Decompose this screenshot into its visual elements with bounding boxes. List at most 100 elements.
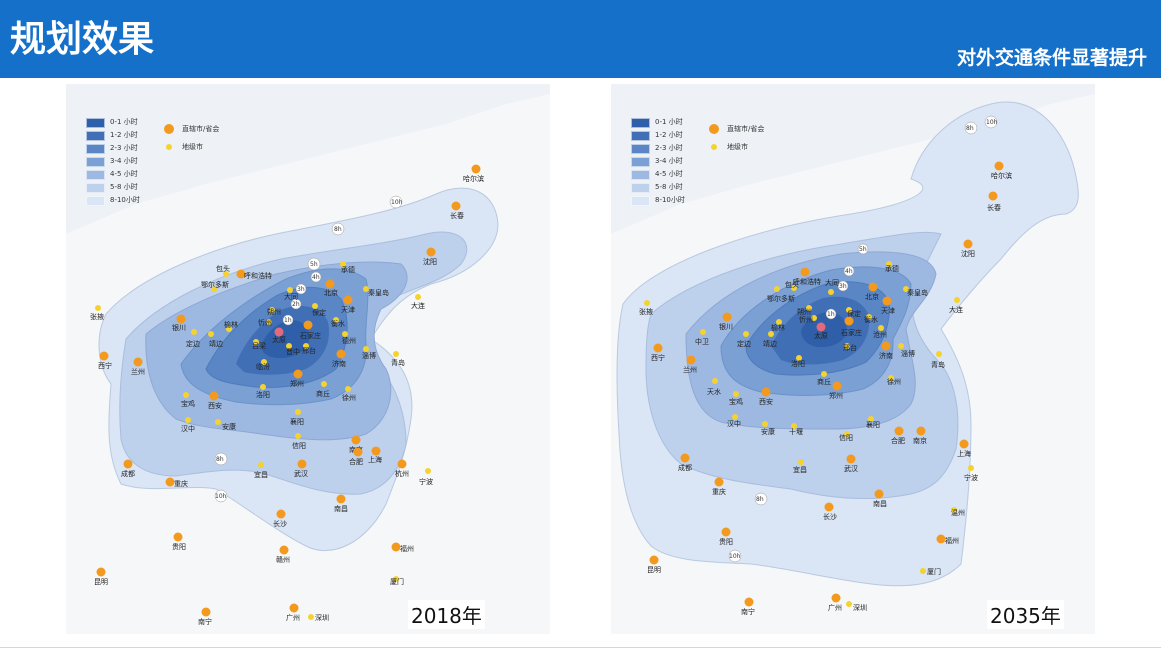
svg-text:银川: 银川: [719, 322, 733, 331]
svg-text:宝鸡: 宝鸡: [181, 399, 195, 408]
svg-text:银川: 银川: [172, 323, 186, 332]
legend-zone-label: 1-2 小时: [655, 131, 683, 139]
svg-text:靖边: 靖边: [763, 339, 777, 348]
svg-text:张掖: 张掖: [90, 312, 104, 321]
svg-text:郑州: 郑州: [290, 380, 304, 388]
legend-zone-label: 5-8 小时: [655, 183, 683, 191]
map-2035: 10h 8h 5h 4h 3h 1h 8h 10h 哈尔滨 长春 沈阳 呼和浩特…: [611, 84, 1095, 634]
svg-text:福州: 福州: [400, 544, 414, 553]
svg-text:吕梁: 吕梁: [252, 341, 266, 350]
svg-text:秦皇岛: 秦皇岛: [368, 288, 389, 297]
svg-text:西宁: 西宁: [651, 353, 665, 362]
page-title: 规划效果: [10, 19, 155, 60]
svg-text:西安: 西安: [208, 401, 222, 410]
svg-text:郑州: 郑州: [829, 392, 843, 400]
svg-text:哈尔滨: 哈尔滨: [463, 174, 484, 183]
svg-text:淄博: 淄博: [901, 349, 915, 358]
legend-zone-label: 2-3 小时: [110, 144, 138, 152]
prefecture-city-icon: [166, 144, 172, 150]
svg-text:榆林: 榆林: [771, 323, 785, 332]
svg-text:天津: 天津: [881, 307, 895, 315]
svg-text:温州: 温州: [951, 508, 965, 517]
svg-text:5h: 5h: [859, 246, 867, 253]
svg-text:哈尔滨: 哈尔滨: [991, 171, 1012, 180]
svg-text:鄂尔多斯: 鄂尔多斯: [767, 294, 795, 303]
svg-text:厦门: 厦门: [390, 577, 404, 586]
page-subtitle: 对外交通条件显著提升: [956, 47, 1147, 69]
svg-text:呼和浩特: 呼和浩特: [244, 271, 272, 280]
svg-text:保定: 保定: [312, 308, 326, 317]
svg-text:忻州: 忻州: [799, 315, 813, 324]
svg-text:沈阳: 沈阳: [423, 257, 437, 266]
svg-text:保定: 保定: [847, 309, 861, 318]
svg-text:宜昌: 宜昌: [254, 470, 268, 479]
legend-zones: 0-1 小时 1-2 小时 2-3 小时 3-4 小时 4-5 小时 5-8 小…: [631, 116, 685, 207]
svg-text:北京: 北京: [324, 288, 338, 297]
svg-text:大同: 大同: [284, 292, 298, 301]
svg-text:西安: 西安: [759, 397, 773, 406]
svg-text:太原: 太原: [814, 331, 828, 340]
svg-text:靖边: 靖边: [209, 339, 223, 348]
svg-text:德州: 德州: [342, 336, 356, 345]
svg-text:3h: 3h: [839, 283, 847, 290]
svg-text:广州: 广州: [828, 603, 842, 612]
svg-text:昆明: 昆明: [94, 578, 108, 586]
svg-text:昆明: 昆明: [647, 566, 661, 574]
svg-text:信阳: 信阳: [839, 433, 853, 442]
svg-text:南京: 南京: [913, 436, 927, 445]
legend-zone-label: 8-10小时: [110, 196, 140, 204]
svg-text:临汾: 临汾: [256, 362, 270, 371]
zone-0-1h: [261, 320, 310, 358]
svg-text:汉中: 汉中: [181, 424, 195, 433]
svg-text:合肥: 合肥: [891, 436, 905, 445]
svg-text:南昌: 南昌: [334, 504, 348, 513]
svg-text:上海: 上海: [957, 449, 971, 458]
major-cities: 哈尔滨 长春 沈阳 呼和浩特 北京 天津 太原 石家庄 济南 郑州 西安 银川 …: [94, 164, 484, 626]
svg-text:襄阳: 襄阳: [290, 417, 304, 426]
svg-text:安康: 安康: [222, 422, 236, 431]
svg-text:邢台: 邢台: [843, 343, 857, 352]
major-cities: 哈尔滨 长春 沈阳 呼和浩特 北京 天津 太原 石家庄 济南 郑州 西安 银川 …: [647, 161, 1012, 616]
svg-text:成都: 成都: [121, 469, 135, 478]
svg-text:10h: 10h: [391, 199, 403, 206]
prefecture-cities: 大连 包头 鄂尔多斯 榆林 秦皇岛 承德 大同 朔州 忻州 晋中 吕梁 临汾 邢…: [90, 261, 433, 622]
svg-text:赣州: 赣州: [276, 555, 290, 564]
contour-labels: 10h 8h 5h 4h 3h 2h 1h 8h 10h: [214, 195, 403, 503]
svg-text:大连: 大连: [949, 305, 963, 314]
svg-text:3h: 3h: [297, 286, 305, 293]
svg-text:太原: 太原: [272, 335, 286, 344]
svg-text:8h: 8h: [216, 456, 224, 463]
legend-zone-label: 0-1 小时: [110, 118, 138, 126]
legend-zone-label: 3-4 小时: [110, 157, 138, 165]
svg-text:衡水: 衡水: [864, 315, 878, 324]
svg-text:长春: 长春: [450, 211, 464, 220]
year-label-2018: 2018年: [408, 600, 485, 629]
svg-text:长春: 长春: [987, 203, 1001, 212]
svg-text:衡水: 衡水: [331, 319, 345, 328]
svg-text:宜昌: 宜昌: [793, 465, 807, 474]
svg-text:南宁: 南宁: [198, 617, 212, 626]
svg-text:汉中: 汉中: [727, 419, 741, 428]
svg-text:青岛: 青岛: [391, 358, 405, 367]
svg-text:邢台: 邢台: [302, 346, 316, 355]
legend-prefecture-city-label: 地级市: [182, 143, 203, 151]
svg-text:南宁: 南宁: [741, 607, 755, 616]
legend-zone-label: 4-5 小时: [110, 170, 138, 178]
svg-text:青岛: 青岛: [931, 360, 945, 369]
svg-text:朔州: 朔州: [267, 307, 281, 316]
svg-text:忻州: 忻州: [258, 318, 272, 327]
svg-text:包头: 包头: [216, 264, 230, 273]
svg-text:包头: 包头: [785, 280, 799, 289]
legend-zone-label: 1-2 小时: [110, 131, 138, 139]
legend-major-city-label: 直辖市/省会: [182, 125, 220, 133]
legend-cities: 直辖市/省会 地级市: [164, 120, 219, 156]
svg-text:成都: 成都: [678, 463, 692, 472]
legend-cities: 直辖市/省会 地级市: [709, 120, 764, 156]
major-city-icon: [164, 124, 174, 134]
svg-text:秦皇岛: 秦皇岛: [907, 288, 928, 297]
svg-text:宁波: 宁波: [419, 477, 433, 486]
legend-zone-label: 0-1 小时: [655, 118, 683, 126]
svg-text:大同: 大同: [825, 278, 839, 287]
svg-text:10h: 10h: [986, 119, 998, 126]
year-label-2035: 2035年: [987, 600, 1064, 629]
